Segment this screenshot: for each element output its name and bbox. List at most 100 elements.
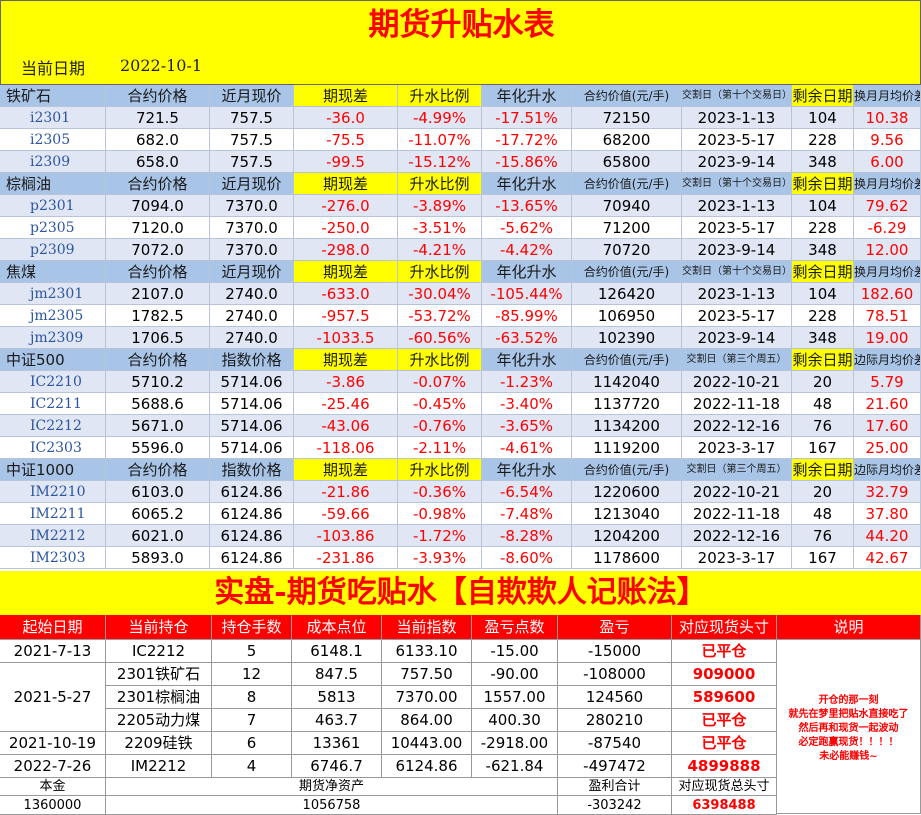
days-left-cell: 48 — [792, 393, 854, 415]
header-days-left: 剩余日期 — [792, 349, 854, 371]
basis-cell: -1033.5 — [294, 327, 398, 349]
contract-value-cell: 102390 — [572, 327, 682, 349]
monthly-spread-cell: 79.62 — [854, 195, 921, 217]
contract-price-cell: 6103.0 — [106, 481, 210, 503]
annual-premium-cell: -4.42% — [482, 239, 572, 261]
monthly-spread-cell: -6.29 — [854, 217, 921, 239]
capital-label: 本金 — [0, 778, 106, 796]
header-annual-premium: 年化升水 — [482, 173, 572, 195]
delivery-date-cell: 2023-9-14 — [682, 327, 792, 349]
table-row: IM2212 6021.0 6124.86 -103.86 -1.72% -8.28% 12… — [0, 525, 921, 547]
ledger-pnl-cell: 280210 — [558, 709, 672, 732]
product-cell: IM2211 — [0, 503, 106, 525]
annual-premium-cell: -63.52% — [482, 327, 572, 349]
monthly-spread-cell: 25.00 — [854, 437, 921, 459]
contract-price-cell: 682.0 — [106, 129, 210, 151]
ledger-start-date-cell: 2021-7-13 — [0, 640, 106, 663]
delivery-date-cell: 2023-1-13 — [682, 107, 792, 129]
section-header: 棕榈油 合约价格 近月现价 期现差 升水比例 年化升水 合约价值(元/手) 交割日（第十个交易… — [0, 173, 921, 195]
header-spot-price: 近月现价 — [210, 85, 294, 107]
premium-ratio-cell: -4.99% — [398, 107, 482, 129]
table-row: i2301 721.5 757.5 -36.0 -4.99% -17.51% 72150 20… — [0, 107, 921, 129]
ledger-start-date-cell: 2022-7-26 — [0, 755, 106, 778]
premium-ratio-cell: -60.56% — [398, 327, 482, 349]
header-contract-value: 合约价值(元/手) — [572, 173, 682, 195]
spot-price-cell: 757.5 — [210, 107, 294, 129]
monthly-spread-cell: 10.38 — [854, 107, 921, 129]
product-cell: IC2210 — [0, 371, 106, 393]
premium-ratio-cell: -0.98% — [398, 503, 482, 525]
delivery-date-cell: 2022-12-16 — [682, 525, 792, 547]
ledger-pnl-cell: 124560 — [558, 686, 672, 709]
annual-premium-cell: -85.99% — [482, 305, 572, 327]
note-text: 开仓的那一刻 就先在梦里把贴水直接吃了 然后再和现货一起波动 必定跑赢现货！！！… — [777, 640, 921, 814]
contract-value-cell: 70720 — [572, 239, 682, 261]
product-cell: jm2301 — [0, 283, 106, 305]
product-cell: p2301 — [0, 195, 106, 217]
product-cell: IC2212 — [0, 415, 106, 437]
header-delivery-date: 交割日（第十个交易日） — [682, 261, 792, 283]
header-premium-ratio: 升水比例 — [398, 459, 482, 481]
ledger-pnl-cell: -87540 — [558, 732, 672, 755]
ledger-spot-exposure-cell: 909000 — [672, 663, 777, 686]
section-header: 焦煤 合约价格 近月现价 期现差 升水比例 年化升水 合约价值(元/手) 交割日（第十个交易日… — [0, 261, 921, 283]
delivery-date-cell: 2022-10-21 — [682, 371, 792, 393]
basis-cell: -276.0 — [294, 195, 398, 217]
basis-cell: -103.86 — [294, 525, 398, 547]
days-left-cell: 348 — [792, 239, 854, 261]
ledger-lots-cell: 7 — [212, 709, 292, 732]
contract-value-cell: 1119200 — [572, 437, 682, 459]
delivery-date-cell: 2023-3-17 — [682, 437, 792, 459]
ledger-index-cell: 10443.00 — [382, 732, 472, 755]
ledger-cost-cell: 6148.1 — [292, 640, 382, 663]
basis-cell: -99.5 — [294, 151, 398, 173]
contract-value-cell: 1204200 — [572, 525, 682, 547]
contract-price-cell: 5710.2 — [106, 371, 210, 393]
monthly-spread-cell: 42.67 — [854, 547, 921, 569]
spot-price-cell: 7370.0 — [210, 239, 294, 261]
contract-value-cell: 1178600 — [572, 547, 682, 569]
spot-price-cell: 6124.86 — [210, 525, 294, 547]
product-cell: i2309 — [0, 151, 106, 173]
monthly-spread-cell: 17.60 — [854, 415, 921, 437]
header-product: 中证1000 — [0, 459, 106, 481]
ledger-lots-cell: 6 — [212, 732, 292, 755]
basis-cell: -298.0 — [294, 239, 398, 261]
product-cell: i2305 — [0, 129, 106, 151]
net-assets-value: 1056758 — [106, 796, 558, 815]
ledger-pnl-cell: -497472 — [558, 755, 672, 778]
delivery-date-cell: 2023-9-14 — [682, 151, 792, 173]
delivery-date-cell: 2023-5-17 — [682, 129, 792, 151]
premium-ratio-cell: -11.07% — [398, 129, 482, 151]
delivery-date-cell: 2023-1-13 — [682, 283, 792, 305]
contract-value-cell: 70940 — [572, 195, 682, 217]
spot-total-label: 对应现货总头寸 — [672, 778, 777, 796]
table-row: IC2211 5688.6 5714.06 -25.46 -0.45% -3.40% 113… — [0, 393, 921, 415]
ledger-points-cell: -90.00 — [472, 663, 558, 686]
basis-cell: -250.0 — [294, 217, 398, 239]
monthly-spread-cell: 5.79 — [854, 371, 921, 393]
ledger-points-cell: 400.30 — [472, 709, 558, 732]
contract-price-cell: 658.0 — [106, 151, 210, 173]
basis-cell: -75.5 — [294, 129, 398, 151]
monthly-spread-cell: 182.60 — [854, 283, 921, 305]
product-cell: IC2303 — [0, 437, 106, 459]
ledger-start-date-cell: 2021-10-19 — [0, 732, 106, 755]
annual-premium-cell: -15.86% — [482, 151, 572, 173]
contract-price-cell: 7072.0 — [106, 239, 210, 261]
header-spot-price: 指数价格 — [210, 459, 294, 481]
annual-premium-cell: -8.60% — [482, 547, 572, 569]
table-row: i2305 682.0 757.5 -75.5 -11.07% -17.72% 68200 2… — [0, 129, 921, 151]
ledger-lots-cell: 12 — [212, 663, 292, 686]
premium-ratio-cell: -4.21% — [398, 239, 482, 261]
header-monthly-spread: 换月月均价差 — [854, 173, 921, 195]
table-row: jm2309 1706.5 2740.0 -1033.5 -60.56% -63.52% 1… — [0, 327, 921, 349]
header-contract-price: 合约价格 — [106, 261, 210, 283]
spot-price-cell: 5714.06 — [210, 437, 294, 459]
annual-premium-cell: -3.40% — [482, 393, 572, 415]
header-spot-price: 近月现价 — [210, 261, 294, 283]
days-left-cell: 348 — [792, 151, 854, 173]
ledger-header-lots: 持仓手数 — [212, 615, 292, 640]
annual-premium-cell: -8.28% — [482, 525, 572, 547]
contract-price-cell: 5671.0 — [106, 415, 210, 437]
